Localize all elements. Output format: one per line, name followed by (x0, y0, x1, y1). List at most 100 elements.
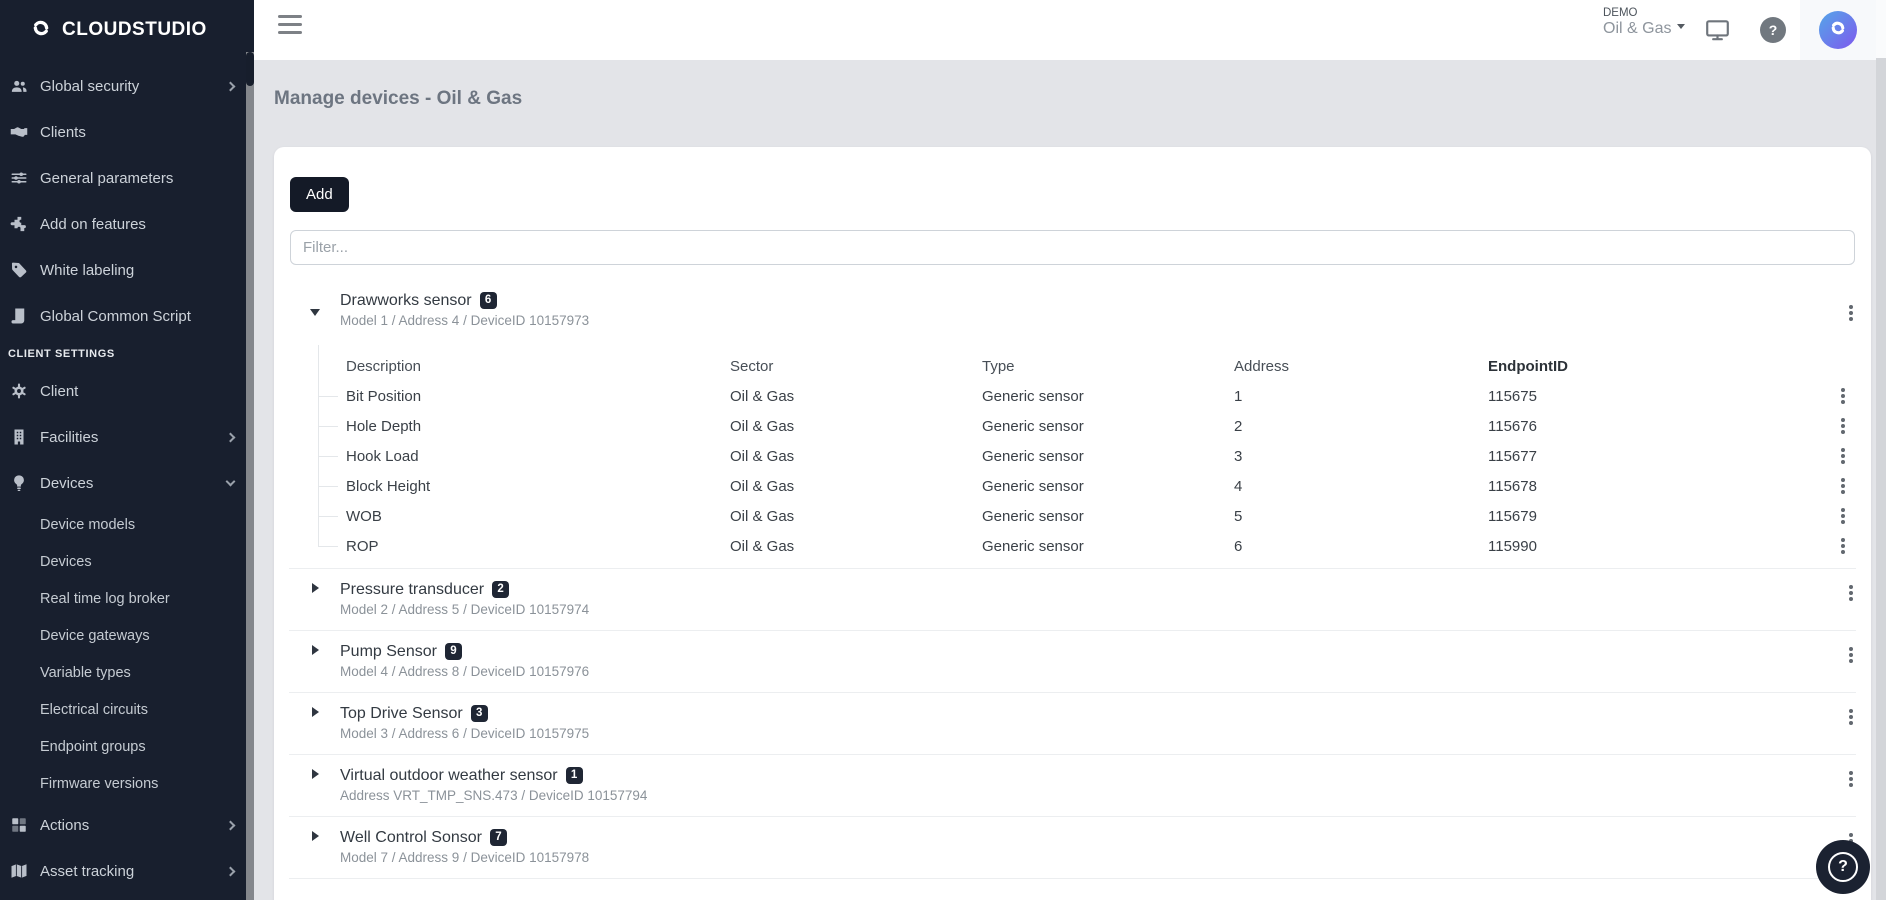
divider (289, 878, 1856, 879)
page-scrollbar-thumb[interactable] (1876, 58, 1886, 900)
sidebar-subitem-device-gateways[interactable]: Device gateways (40, 627, 150, 644)
kebab-menu-icon[interactable] (1841, 544, 1845, 548)
device-group-header[interactable]: Drawworks sensor 6 Model 1 / Address 4 /… (274, 291, 1871, 345)
cell-endpointid: 115678 (1488, 477, 1537, 495)
sidebar-subitem-electrical-circuits[interactable]: Electrical circuits (40, 701, 148, 718)
page-scrollbar-track[interactable] (1876, 0, 1886, 900)
divider (289, 692, 1856, 693)
sidebar-item-label: Client (40, 382, 79, 400)
cell-sector: Oil & Gas (730, 417, 795, 435)
sidebar-item-label: Global security (40, 77, 140, 95)
expand-expander-icon[interactable] (312, 707, 319, 717)
kebab-menu-icon[interactable] (1841, 484, 1845, 488)
grid-icon (10, 816, 40, 834)
help-button[interactable]: ? (1760, 17, 1786, 43)
sidebar-item-devices[interactable]: Devices (0, 460, 254, 506)
cell-address: 5 (1234, 507, 1243, 525)
table-row[interactable]: ROP Oil & Gas Generic sensor 6 115990 (318, 531, 1871, 561)
monitor-icon (1704, 20, 1731, 47)
collapse-expander-icon[interactable] (310, 309, 320, 316)
device-group-pump-sensor[interactable]: Pump Sensor 9 Model 4 / Address 8 / Devi… (274, 631, 1871, 685)
device-group-top-drive-sensor[interactable]: Top Drive Sensor 3 Model 3 / Address 6 /… (274, 693, 1871, 747)
table-row[interactable]: Hook Load Oil & Gas Generic sensor 3 115… (318, 441, 1871, 471)
sidebar-item-label: Global Common Script (40, 307, 191, 325)
sidebar-item-label: White labeling (40, 261, 135, 279)
kebab-menu-icon[interactable] (1849, 777, 1853, 781)
content-area: Manage devices - Oil & Gas Add Drawworks… (254, 60, 1876, 900)
kebab-menu-icon[interactable] (1849, 311, 1853, 315)
device-group-name: Pressure transducer (340, 581, 485, 598)
sidebar-subitem-variable-types[interactable]: Variable types (40, 664, 131, 681)
device-group-pressure-transducer[interactable]: Pressure transducer 2 Model 2 / Address … (274, 569, 1871, 623)
sidebar-item-facilities[interactable]: Facilities (0, 414, 254, 460)
sidebar-item-label: Devices (40, 474, 94, 492)
users-icon (10, 77, 40, 95)
sidebar-item-asset-tracking[interactable]: Asset tracking (0, 848, 254, 894)
chevron-down-icon (225, 476, 236, 487)
cell-address: 3 (1234, 447, 1243, 465)
expand-expander-icon[interactable] (312, 645, 319, 655)
device-group-virtual-outdoor-weather-sensor[interactable]: Virtual outdoor weather sensor 1 Address… (274, 755, 1871, 809)
expand-expander-icon[interactable] (312, 583, 319, 593)
sidebar-scrollbar-thumb[interactable] (246, 52, 254, 86)
cell-endpointid: 115677 (1488, 447, 1537, 465)
kebab-menu-icon[interactable] (1849, 715, 1853, 719)
table-row[interactable]: Bit Position Oil & Gas Generic sensor 1 … (318, 381, 1871, 411)
sidebar-item-global-common-script[interactable]: Global Common Script (0, 293, 254, 339)
sidebar-subitem-endpoint-groups[interactable]: Endpoint groups (40, 738, 146, 755)
filter-input[interactable] (290, 230, 1855, 265)
sidebar-subitem-devices[interactable]: Devices (40, 553, 92, 570)
kebab-menu-icon[interactable] (1849, 653, 1853, 657)
count-badge: 7 (489, 829, 507, 846)
sidebar-item-actions[interactable]: Actions (0, 802, 254, 848)
hamburger-menu-icon[interactable] (278, 15, 302, 39)
table-row[interactable]: Block Height Oil & Gas Generic sensor 4 … (318, 471, 1871, 501)
sidebar: CLOUDSTUDIO Global security Clients Gene… (0, 0, 254, 900)
topbar: DEMO Oil & Gas ? (254, 0, 1876, 60)
kebab-menu-icon[interactable] (1841, 454, 1845, 458)
add-button[interactable]: Add (290, 177, 349, 212)
cell-endpointid: 115675 (1488, 387, 1537, 405)
cell-type: Generic sensor (982, 447, 1084, 465)
cell-type: Generic sensor (982, 477, 1084, 495)
sidebar-item-white-labeling[interactable]: White labeling (0, 247, 254, 293)
kebab-menu-icon[interactable] (1841, 424, 1845, 428)
cell-description: Hook Load (346, 447, 419, 465)
sidebar-subitem-firmware-versions[interactable]: Firmware versions (40, 775, 159, 792)
expand-expander-icon[interactable] (312, 831, 319, 841)
device-group-drawworks: Drawworks sensor 6 Model 1 / Address 4 /… (274, 291, 1871, 561)
kebab-menu-icon[interactable] (1841, 394, 1845, 398)
expand-expander-icon[interactable] (312, 769, 319, 779)
sidebar-item-client[interactable]: Client (0, 368, 254, 414)
avatar[interactable] (1819, 11, 1857, 49)
sidebar-item-clients[interactable]: Clients (0, 109, 254, 155)
sidebar-item-general-parameters[interactable]: General parameters (0, 155, 254, 201)
sidebar-subitem-device-models[interactable]: Device models (40, 516, 136, 533)
device-group-meta: Model 7 / Address 9 / DeviceID 10157978 (340, 850, 590, 865)
sidebar-scrollbar-track[interactable] (246, 52, 254, 900)
table-header-row: Description Sector Type Address Endpoint… (318, 351, 1871, 381)
building-icon (10, 428, 40, 446)
sidebar-item-global-security[interactable]: Global security (0, 63, 254, 109)
display-mode-button[interactable] (1704, 17, 1731, 48)
sidebar-subitem-real-time-log-broker[interactable]: Real time log broker (40, 590, 170, 607)
kebab-menu-icon[interactable] (1849, 591, 1853, 595)
cell-description: WOB (346, 507, 382, 525)
cell-description: ROP (346, 537, 379, 555)
table-row[interactable]: Hole Depth Oil & Gas Generic sensor 2 11… (318, 411, 1871, 441)
device-group-name: Top Drive Sensor (340, 705, 463, 722)
sidebar-nav: Global security Clients General paramete… (0, 60, 254, 894)
cell-sector: Oil & Gas (730, 447, 795, 465)
kebab-menu-icon[interactable] (1841, 514, 1845, 518)
tenant-switcher[interactable]: DEMO Oil & Gas (1603, 7, 1686, 39)
table-row[interactable]: WOB Oil & Gas Generic sensor 5 115679 (318, 501, 1871, 531)
gear-icon (10, 382, 40, 400)
caret-down-icon (1677, 24, 1686, 29)
device-group-well-control-sonsor[interactable]: Well Control Sonsor 7 Model 7 / Address … (274, 817, 1871, 871)
count-badge: 9 (444, 643, 462, 660)
help-fab-button[interactable]: ? (1816, 840, 1870, 894)
cell-sector: Oil & Gas (730, 507, 795, 525)
cell-address: 2 (1234, 417, 1243, 435)
sidebar-item-add-on-features[interactable]: Add on features (0, 201, 254, 247)
sidebar-section-client-settings: CLIENT SETTINGS (8, 347, 115, 360)
